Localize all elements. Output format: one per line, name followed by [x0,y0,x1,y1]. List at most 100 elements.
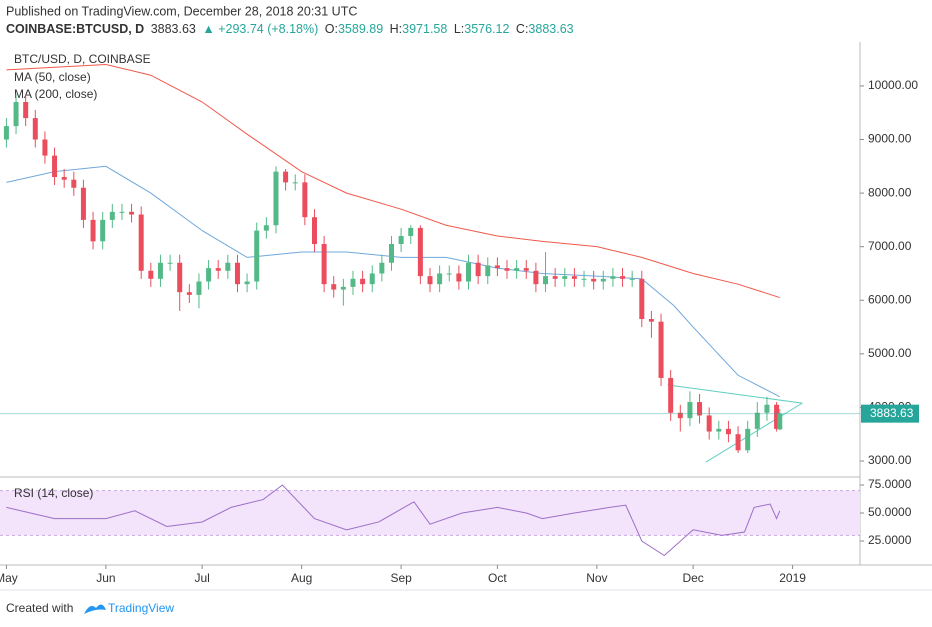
y-tick-label: 3000.00 [868,453,912,467]
candle-body [167,262,173,264]
candle-body [331,284,337,290]
candle-body [340,286,346,290]
candle-body [177,262,183,293]
candle-body [196,281,202,295]
candle-body [533,270,539,285]
candle-body [398,235,404,244]
x-tick-label: Oct [488,571,507,585]
y-tick-label: 50.0000 [868,505,912,519]
candle-body [629,278,635,280]
x-tick-label: Sep [390,571,412,585]
candle-body [639,278,645,320]
candle-body [225,262,231,271]
legend-title: BTC/USD, D, COINBASE [14,52,151,66]
candle-body [254,230,260,282]
candle-body [206,268,212,282]
legend-entry: MA (50, close) [14,70,91,84]
rsi-band [0,490,860,536]
candle-body [321,243,327,285]
candle-body [446,273,452,275]
c: 3883.63 [528,22,573,36]
candle-body [273,171,279,226]
legend-entry: MA (200, close) [14,87,97,101]
candle-body [100,219,106,242]
candle-body [302,182,308,218]
candle-body [388,243,394,263]
ma-line [6,165,781,398]
candle-body [774,404,780,429]
candle-body [427,276,433,285]
candle-body [745,428,751,451]
y-tick-label: 7000.00 [868,239,912,253]
candle-body [466,262,472,282]
trend-line [705,402,803,463]
candle-body [148,270,154,279]
symbol: COINBASE:BTCUSD, D [6,22,144,36]
candle-body [157,262,163,279]
candle-body [523,268,529,271]
l: 3576.12 [464,22,509,36]
candle-body [244,281,250,285]
candle-body [80,187,86,220]
trend-line [667,384,803,404]
candle-body [552,276,558,279]
y-tick-label: 25.0000 [868,533,912,547]
x-tick-label: Dec [682,571,703,585]
candle-body [71,179,77,188]
candle-body [668,377,674,413]
x-tick-label: Jun [96,571,115,585]
y-tick-label: 75.0000 [868,477,912,491]
last: 3883.63 [151,22,196,36]
candle-body [408,227,414,236]
candle-body [52,155,58,178]
candle-body [697,402,703,416]
candle-body [764,404,770,413]
candle-body [456,273,462,282]
y-tick-label: 10000.00 [868,78,918,92]
candle-body [716,428,722,432]
candle-body [417,227,423,277]
candle-body [3,126,9,140]
rsi-line [6,484,781,557]
logo [84,604,106,614]
plot: 3000.004000.005000.006000.007000.008000.… [0,42,932,585]
o: 3589.89 [338,22,383,36]
candle-body [90,219,96,242]
candle-body [485,265,491,277]
footer-brand: TradingView [108,601,174,615]
x-tick-label: Jul [194,571,209,585]
change: ▲ +293.74 (+8.18%) [202,22,318,36]
candle-body [581,278,587,280]
candle-body [504,268,510,271]
candle-body [754,412,760,429]
candle-body [600,278,606,282]
candle-body [514,268,520,271]
last-price-label: 3883.63 [870,406,914,420]
candle-body [311,217,317,244]
c-label: C: [516,22,529,36]
candle-body [350,278,356,287]
candle-body [543,276,549,285]
y-tick-label: 6000.00 [868,292,912,306]
candle-body [620,276,626,279]
candle-body [437,273,443,285]
candle-body [475,262,481,277]
candle-body [23,102,29,119]
x-tick-label: Nov [586,571,607,585]
candle-body [725,428,731,435]
y-tick-label: 5000.00 [868,346,912,360]
candle-body [735,434,741,451]
candle-body [32,118,38,140]
candle-body [360,278,366,285]
candle-body [129,211,135,215]
published: Published on TradingView.com, December 2… [6,4,357,18]
x-tick-label: May [0,571,18,585]
candle-body [591,278,597,282]
candle-body [119,211,125,213]
candle-body [571,276,577,279]
candle-body [42,139,48,156]
candle-body [610,276,616,279]
candle-body [677,412,683,419]
